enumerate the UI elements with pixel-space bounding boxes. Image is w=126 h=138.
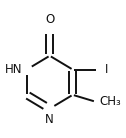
Text: CH₃: CH₃ <box>99 95 121 108</box>
Text: O: O <box>45 13 54 26</box>
Text: I: I <box>105 63 108 76</box>
Text: N: N <box>45 113 54 126</box>
Text: HN: HN <box>5 63 22 76</box>
